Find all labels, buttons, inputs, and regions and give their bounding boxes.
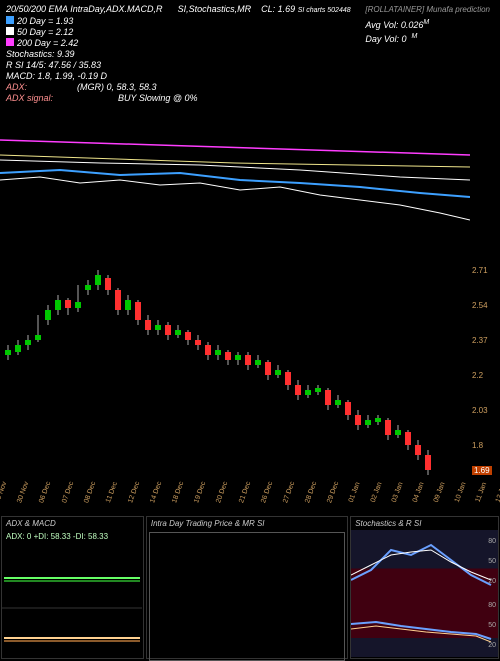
- ema20-swatch: [6, 16, 14, 24]
- bottom-row: ADX & MACD ADX: 0 +DI: 58.33 -DI: 58.33 …: [0, 515, 500, 660]
- adx-values: ADX: 0 +DI: 58.33 -DI: 58.33: [2, 530, 143, 543]
- rollatainer-label: [ROLLATAINER] Munafa prediction: [365, 4, 490, 15]
- title-mid: SI,Stochastics,MR: [178, 4, 252, 14]
- day-vol: Day Vol: 0: [365, 34, 406, 44]
- candle-panel[interactable]: [0, 260, 470, 480]
- rsi-val: R SI 14/5: 47.56 / 35.83: [6, 60, 494, 71]
- adx-panel[interactable]: ADX & MACD ADX: 0 +DI: 58.33 -DI: 58.33: [1, 516, 144, 659]
- cl-label: CL:: [261, 4, 275, 14]
- candle-x-axis: 29 Nov30 Nov06 Dec07 Dec08 Dec11 Dec12 D…: [0, 482, 470, 510]
- ema50-swatch: [6, 27, 14, 35]
- adx-signal-val: BUY Slowing @ 0%: [118, 93, 198, 103]
- avg-vol: Avg Vol: 0.026: [365, 20, 423, 30]
- adx-detail: (MGR) 0, 58.3, 58.3: [77, 82, 157, 92]
- candle-y-axis: 2.712.542.372.22.031.81.69: [470, 260, 500, 480]
- intraday-title: Intra Day Trading Price & MR SI: [147, 517, 347, 530]
- adx-signal-label: ADX signal:: [6, 93, 53, 103]
- ma-panel[interactable]: [0, 125, 470, 235]
- title-left: 20/50/200 EMA IntraDay,ADX.MACD,R: [6, 4, 163, 14]
- stoch-val: Stochastics: 9.39: [6, 49, 494, 60]
- charts-id: SI charts 502448: [298, 7, 351, 14]
- chart-header: 20/50/200 EMA IntraDay,ADX.MACD,R SI,Sto…: [0, 0, 500, 108]
- adx-label: ADX:: [6, 82, 27, 92]
- stoch-title: Stochastics & R SI: [351, 517, 498, 530]
- stoch-panel[interactable]: Stochastics & R SI 805020805020: [350, 516, 499, 659]
- ema200-swatch: [6, 38, 14, 46]
- macd-val: MACD: 1.8, 1.99, -0.19 D: [6, 71, 494, 82]
- adx-title: ADX & MACD: [2, 517, 143, 530]
- chart-container: 20/50/200 EMA IntraDay,ADX.MACD,R SI,Sto…: [0, 0, 500, 660]
- intraday-panel[interactable]: Intra Day Trading Price & MR SI: [146, 516, 348, 659]
- cl-val: 1.69: [278, 4, 296, 14]
